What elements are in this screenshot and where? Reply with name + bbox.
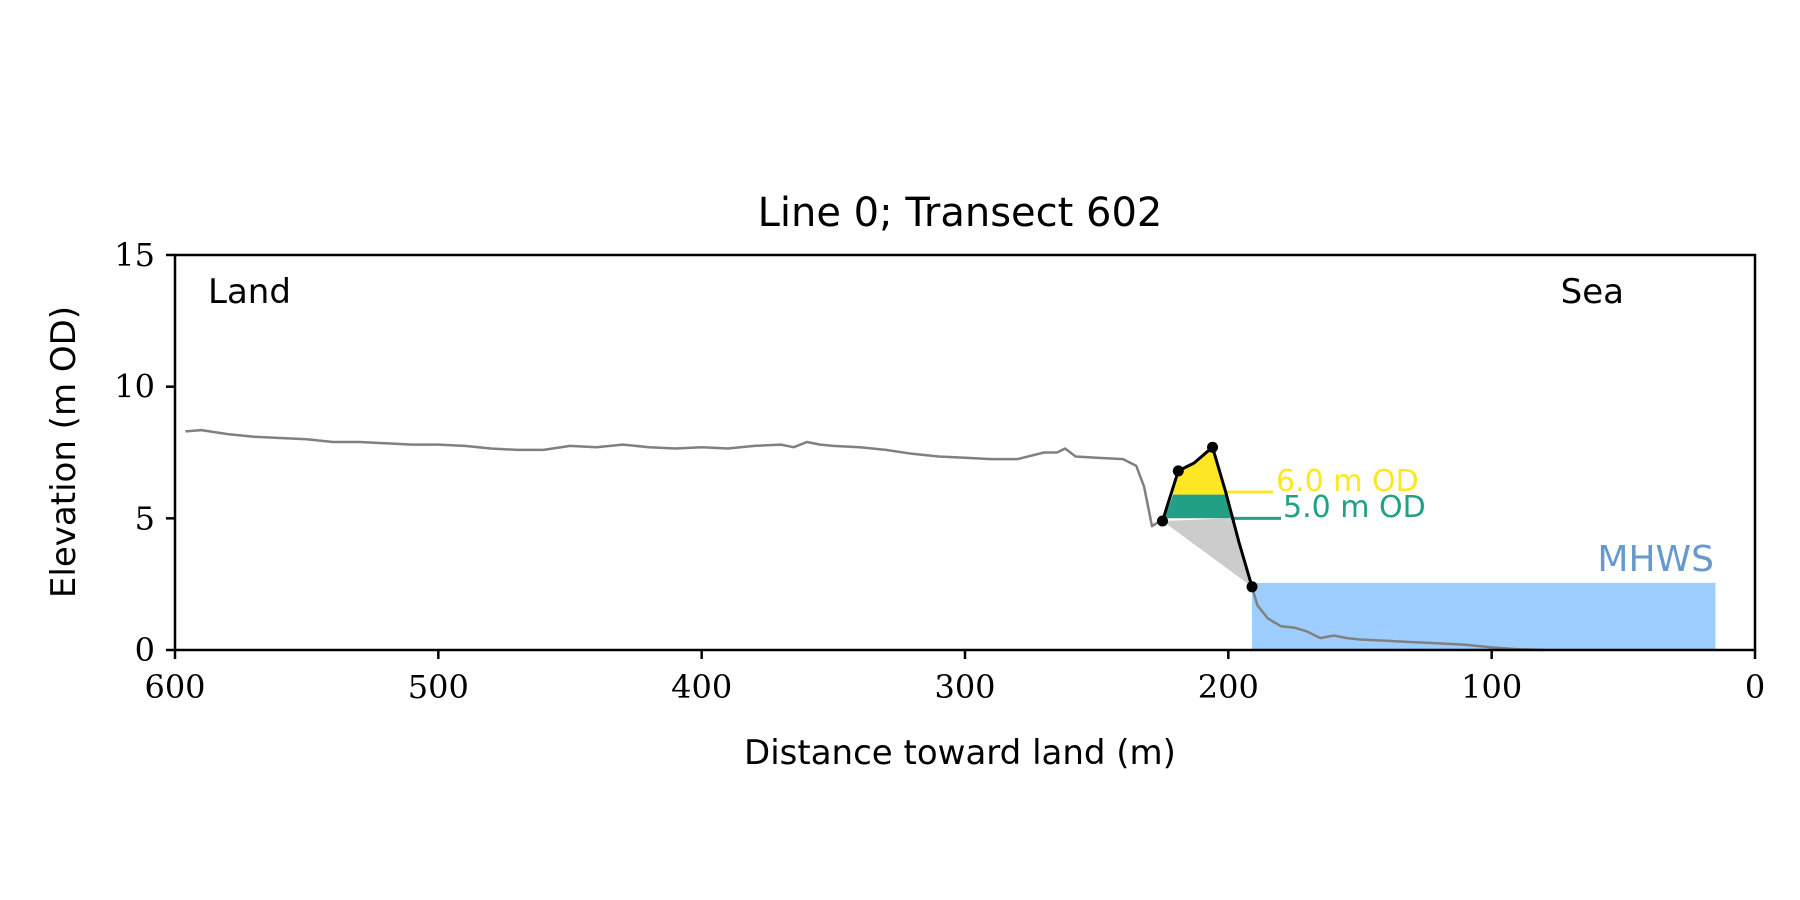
y-axis: 0 5 10 15 <box>114 236 175 669</box>
5-6m-fill <box>1164 494 1231 519</box>
x-tick-label-600: 600 <box>144 668 205 706</box>
y-axis-label: Elevation (m OD) <box>44 306 84 598</box>
x-tick-label-100: 100 <box>1461 668 1522 706</box>
level-5m-label: 5.0 m OD <box>1283 490 1426 525</box>
cliff-vertex-point-3 <box>1246 581 1258 593</box>
x-tick-label-300: 300 <box>934 668 995 706</box>
profile-line-1 <box>1250 586 1545 652</box>
cliff-vertex-point-1 <box>1172 465 1184 477</box>
x-tick-label-500: 500 <box>408 668 469 706</box>
wedge-fill <box>1162 518 1252 587</box>
profile-line-0 <box>185 428 1161 528</box>
x-axis: 600 500 400 300 200 100 0 <box>144 650 1765 706</box>
y-tick-label-10: 10 <box>114 368 155 406</box>
x-axis-label: Distance toward land (m) <box>744 733 1176 773</box>
y-tick-label-0: 0 <box>135 631 155 669</box>
y-tick-label-15: 15 <box>114 236 155 274</box>
y-tick-label-5: 5 <box>135 499 155 537</box>
land-label: Land <box>208 272 291 312</box>
mhws-water-fill <box>1252 582 1716 650</box>
chart-title: Line 0; Transect 602 <box>758 190 1163 236</box>
level-6m-label: 6.0 m OD <box>1276 464 1419 499</box>
sea-label: Sea <box>1561 272 1624 312</box>
cliff-vertex-point-0 <box>1157 515 1168 527</box>
x-tick-label-0: 0 <box>1745 668 1765 706</box>
x-tick-label-200: 200 <box>1198 668 1259 706</box>
cliff-vertex-point-2 <box>1207 441 1219 453</box>
mhws-label: MHWS <box>1597 539 1714 580</box>
plot-area <box>185 428 1716 652</box>
x-tick-label-400: 400 <box>671 668 732 706</box>
above-6m-fill <box>1173 447 1226 495</box>
